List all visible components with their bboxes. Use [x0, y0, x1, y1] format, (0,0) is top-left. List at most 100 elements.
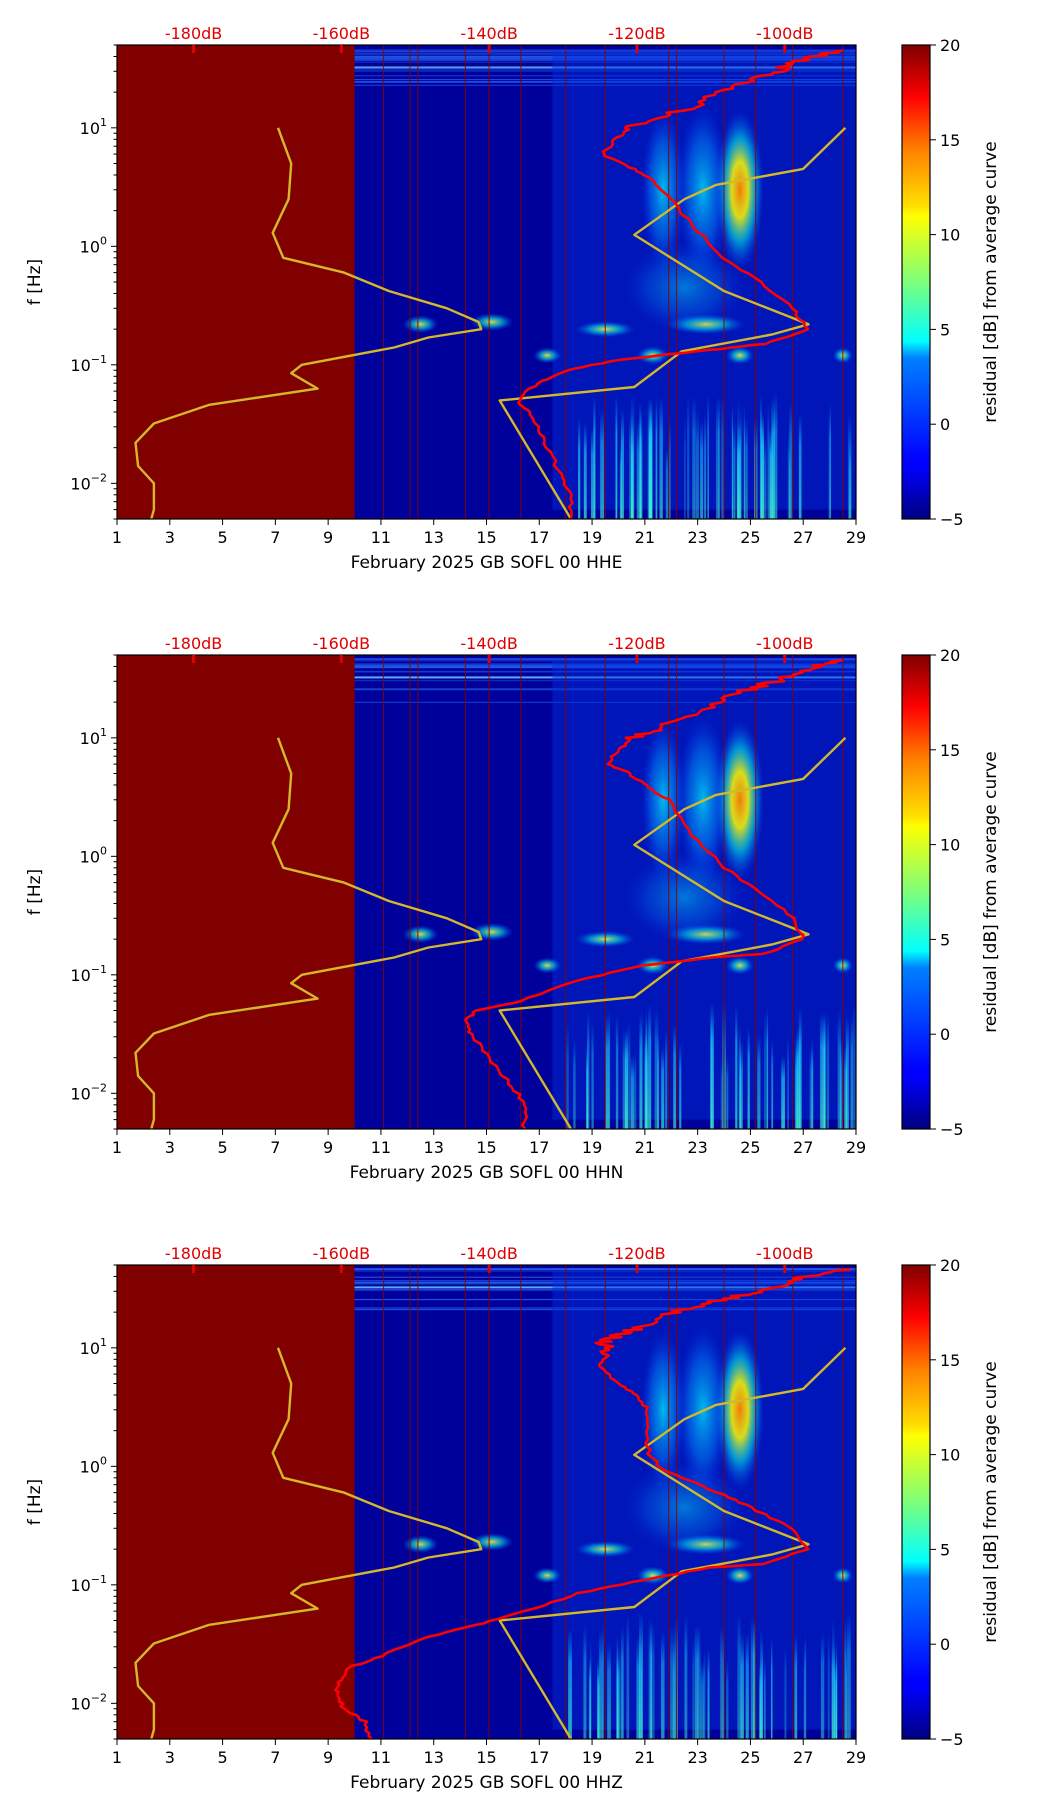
noise-model-curve — [134, 737, 483, 1129]
lowfreq-streak — [774, 391, 778, 519]
top-db-tick-label: -120dB — [608, 634, 665, 653]
x-tick-label: 11 — [371, 1748, 391, 1767]
lowfreq-streak — [661, 1631, 665, 1739]
lowfreq-streak — [852, 1002, 856, 1129]
lowfreq-streak — [820, 1011, 823, 1129]
lowfreq-streak — [649, 397, 653, 519]
lowfreq-streak — [839, 1039, 843, 1129]
colorbar-tick-label: −5 — [940, 510, 964, 529]
colorbar-tick-label: 5 — [940, 1540, 950, 1559]
lowfreq-streak — [803, 1640, 805, 1739]
colorbar-tick-label: 20 — [940, 1256, 960, 1275]
hf-blob — [715, 1329, 764, 1490]
x-tick-label: 5 — [217, 1748, 227, 1767]
colorbar-tick-label: −5 — [940, 1120, 964, 1139]
lowfreq-streak — [757, 1034, 761, 1129]
x-tick-label: 25 — [740, 1748, 760, 1767]
top-db-tick-label: -100dB — [756, 1244, 813, 1263]
colorbar-tick-label: 5 — [940, 320, 950, 339]
lowfreq-streak — [747, 1027, 750, 1129]
y-tick-label: 100 — [80, 844, 107, 866]
lowfreq-streak — [692, 395, 696, 519]
lowfreq-streak — [700, 1660, 705, 1739]
x-axis-label: February 2025 GB SOFL 00 HHE — [351, 553, 623, 573]
x-tick-label: 25 — [740, 1138, 760, 1157]
lowfreq-streak — [645, 1006, 648, 1129]
x-tick-label: 27 — [793, 1748, 813, 1767]
lowfreq-streak — [844, 1618, 847, 1739]
lowfreq-streak — [703, 1648, 706, 1739]
colorbar-tick-label: 10 — [940, 836, 960, 855]
lowfreq-streak — [796, 1026, 801, 1129]
lowfreq-streak — [845, 1015, 849, 1129]
lowfreq-streak — [844, 1046, 848, 1129]
microseism-blob — [725, 1566, 754, 1585]
x-tick-label: 25 — [740, 528, 760, 547]
lowfreq-streak — [722, 1627, 725, 1739]
y-tick-label: 101 — [80, 726, 107, 748]
noise-model-curve-right — [498, 126, 847, 519]
colorbar-label: residual [dB] from average curve — [981, 751, 1001, 1032]
lowfreq-streak — [704, 413, 706, 519]
colorbar-tick-label: 10 — [940, 226, 960, 245]
lowfreq-streak — [768, 426, 771, 519]
lowfreq-streak — [740, 1041, 743, 1129]
lowfreq-streak — [616, 1635, 619, 1739]
noise-model-curve-right — [498, 1346, 847, 1739]
x-tick-label: 15 — [476, 528, 496, 547]
lowfreq-streak — [744, 417, 748, 519]
lowfreq-streak — [695, 411, 699, 519]
lowfreq-streak — [718, 395, 720, 519]
lowfreq-streak — [630, 1055, 635, 1129]
x-tick-label: 1 — [112, 1748, 122, 1767]
x-tick-label: 27 — [793, 528, 813, 547]
spectrogram-area — [117, 655, 856, 1129]
top-db-tick-label: -120dB — [608, 1244, 665, 1263]
hf-blob — [641, 109, 686, 270]
x-tick-label: 11 — [371, 1138, 391, 1157]
median-psd-curve — [464, 659, 843, 1129]
lowfreq-streak — [767, 403, 770, 519]
lowfreq-streak — [750, 1617, 755, 1739]
y-axis-label: f [Hz] — [25, 869, 45, 915]
lowfreq-streak — [599, 1629, 603, 1739]
top-db-tick-label: -120dB — [608, 24, 665, 43]
lowfreq-streak — [615, 1013, 619, 1129]
x-tick-label: 1 — [112, 528, 122, 547]
lowfreq-streak — [621, 1625, 624, 1739]
lowfreq-streak — [737, 422, 741, 519]
lowfreq-streak — [733, 420, 736, 519]
colorbar-label: residual [dB] from average curve — [981, 1361, 1001, 1642]
lowfreq-streak — [805, 1633, 807, 1739]
spectrogram-area — [117, 1265, 856, 1739]
lowfreq-streak — [661, 1046, 665, 1129]
x-tick-label: 3 — [165, 1748, 175, 1767]
colorbar-tick-label: 0 — [940, 1025, 950, 1044]
lowfreq-streak — [636, 1636, 641, 1739]
top-db-tick-label: -180dB — [165, 1244, 222, 1263]
lowfreq-streak — [710, 1013, 714, 1129]
lowfreq-streak — [605, 1013, 609, 1129]
lowfreq-streak — [692, 1637, 694, 1739]
top-db-tick-label: -140dB — [460, 24, 517, 43]
x-tick-label: 13 — [424, 1748, 444, 1767]
y-tick-label: 10−2 — [70, 1081, 107, 1103]
lowfreq-streak — [834, 1660, 838, 1739]
x-tick-label: 19 — [582, 1748, 602, 1767]
x-tick-label: 1 — [112, 1138, 122, 1157]
x-tick-label: 7 — [270, 528, 280, 547]
x-tick-label: 3 — [165, 528, 175, 547]
colorbar-tick-label: 0 — [940, 415, 950, 434]
lowfreq-streak — [832, 1618, 835, 1739]
x-tick-label: 11 — [371, 528, 391, 547]
x-tick-label: 17 — [529, 528, 549, 547]
lowfreq-streak — [694, 1624, 699, 1739]
y-tick-label: 101 — [80, 1336, 107, 1358]
lowfreq-streak — [771, 1038, 774, 1129]
lowfreq-streak — [787, 1033, 789, 1129]
lowfreq-streak — [735, 1005, 738, 1129]
lowfreq-streak — [676, 1616, 678, 1739]
x-tick-label: 15 — [476, 1748, 496, 1767]
x-tick-label: 29 — [846, 1748, 866, 1767]
